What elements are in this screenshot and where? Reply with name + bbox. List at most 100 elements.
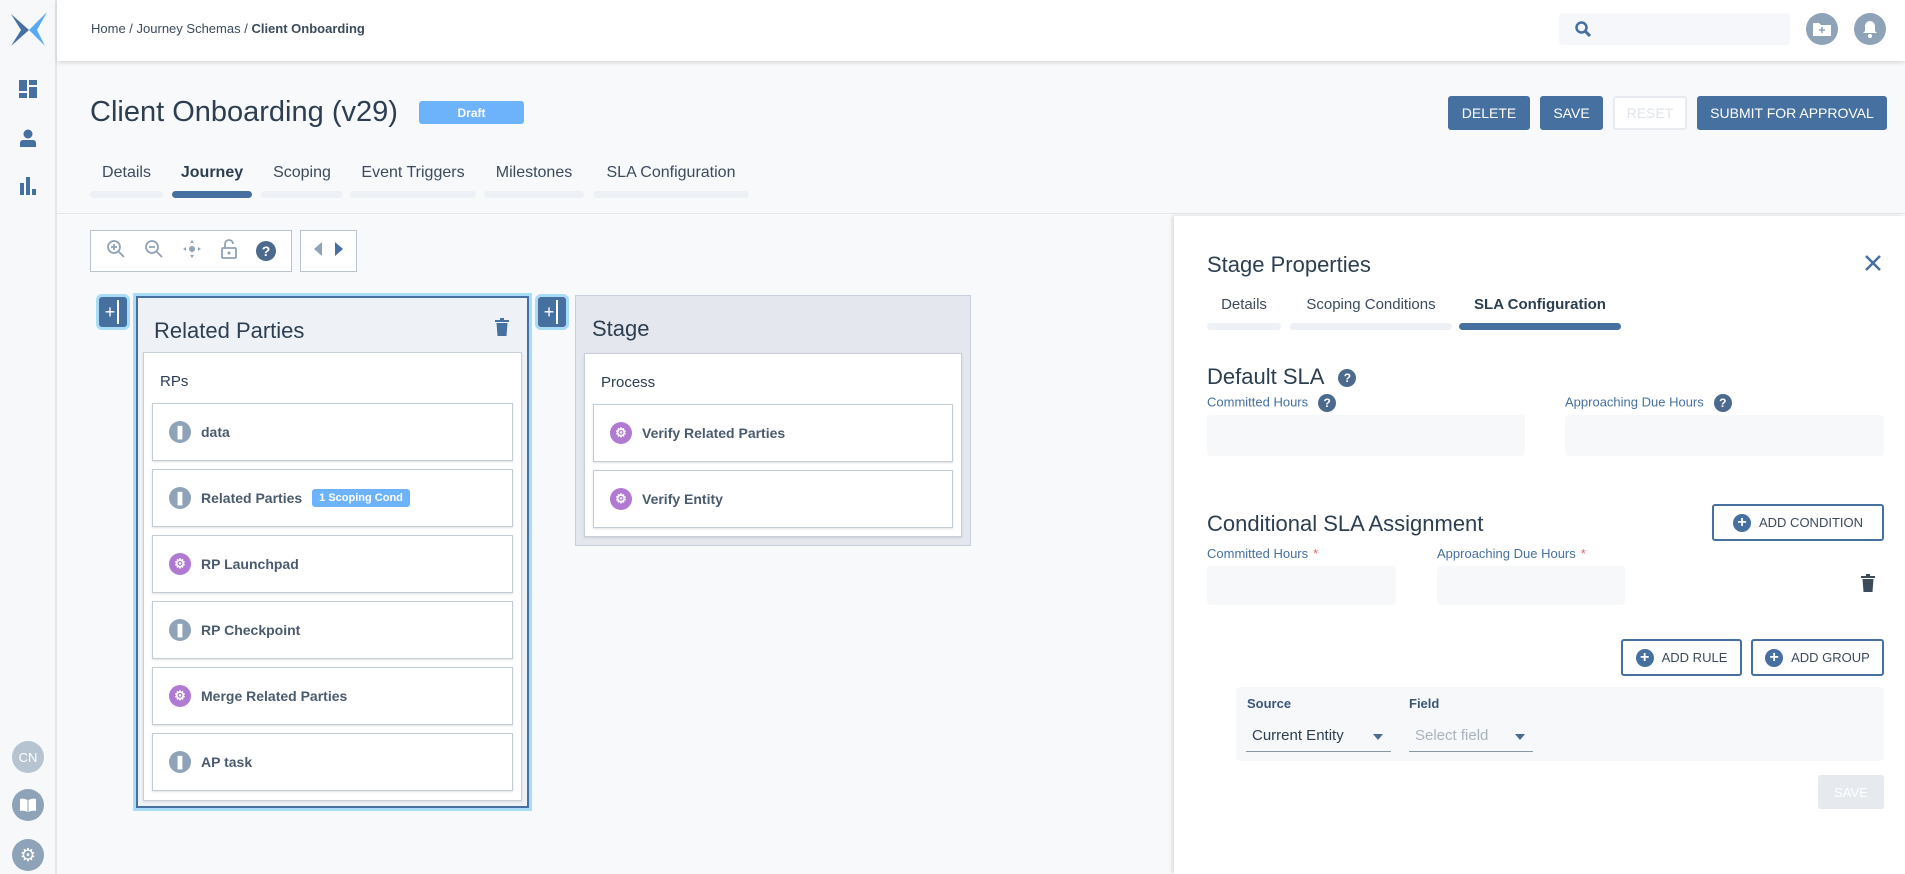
checkpoint-icon: ❚: [169, 487, 191, 509]
select-placeholder: Select field: [1415, 727, 1489, 744]
submit-for-approval-button[interactable]: SUBMIT FOR APPROVAL: [1697, 96, 1887, 130]
help-icon[interactable]: ?: [256, 241, 276, 261]
tab-sla-configuration[interactable]: SLA Configuration: [593, 164, 749, 198]
task-group-label: Process: [601, 374, 656, 391]
delete-button[interactable]: DELETE: [1448, 96, 1530, 130]
tab-label: Scoping Conditions: [1306, 296, 1436, 313]
folder-plus-icon[interactable]: [1806, 13, 1838, 45]
avatar[interactable]: CN: [12, 741, 44, 773]
tab-indicator: [1207, 323, 1281, 330]
task-item[interactable]: ❚ AP task: [152, 733, 513, 791]
task-item[interactable]: ❚ Related Parties 1 Scoping Cond: [152, 469, 513, 527]
search-icon: [1575, 21, 1591, 37]
task-label: RP Checkpoint: [201, 622, 301, 638]
tab-label: Journey: [180, 164, 244, 181]
trash-icon[interactable]: [495, 318, 509, 336]
tab-scoping[interactable]: Scoping: [261, 164, 343, 198]
fit-view-icon[interactable]: [182, 239, 202, 264]
help-icon[interactable]: ?: [1713, 394, 1732, 412]
breadcrumb-journey-schemas[interactable]: Journey Schemas: [136, 21, 241, 36]
canvas-nav: [300, 230, 357, 272]
default-sla-heading: Default SLA?: [1207, 364, 1357, 390]
stage-card[interactable]: Stage Process ⚙ Verify Related Parties ⚙ V…: [575, 295, 971, 546]
gear-icon: ⚙: [610, 488, 632, 510]
add-stage-after-button[interactable]: +: [538, 297, 566, 327]
dashboard-icon[interactable]: [14, 75, 42, 103]
plus-circle-icon: +: [1733, 513, 1751, 532]
help-icon[interactable]: ?: [1338, 369, 1357, 388]
help-icon[interactable]: ?: [1318, 394, 1337, 412]
breadcrumb-separator: /: [125, 21, 137, 36]
logo-icon[interactable]: [7, 8, 51, 52]
page-title: Client Onboarding (v29): [90, 96, 398, 128]
default-approaching-hours-input[interactable]: [1565, 415, 1884, 456]
required-mark: *: [1313, 546, 1319, 561]
arrow-right-icon[interactable]: [335, 241, 344, 261]
heading-text: Default SLA: [1207, 364, 1325, 389]
panel-tab-scoping-conditions[interactable]: Scoping Conditions: [1290, 296, 1452, 330]
search-input[interactable]: [1559, 13, 1790, 45]
save-button[interactable]: SAVE: [1540, 96, 1603, 130]
label-text: Committed Hours: [1207, 394, 1309, 410]
field-select[interactable]: Select field: [1409, 720, 1533, 752]
tab-label: Details: [102, 164, 151, 181]
task-item[interactable]: ⚙ Verify Entity: [593, 470, 953, 528]
conditional-sla-heading: Conditional SLA Assignment: [1207, 511, 1484, 536]
task-item[interactable]: ⚙ RP Launchpad: [152, 535, 513, 593]
reset-button[interactable]: RESET: [1613, 96, 1687, 130]
condition-approaching-hours-input[interactable]: [1437, 566, 1625, 605]
task-label: Verify Related Parties: [642, 425, 786, 441]
status-badge: Draft: [419, 101, 524, 124]
close-icon[interactable]: [1864, 254, 1882, 272]
button-label: ADD RULE: [1661, 650, 1728, 665]
add-condition-button[interactable]: + ADD CONDITION: [1712, 504, 1884, 541]
button-label: ADD CONDITION: [1759, 515, 1863, 530]
stage-title: Related Parties: [154, 318, 305, 343]
checkpoint-icon: ❚: [169, 421, 191, 443]
condition-save-button[interactable]: SAVE: [1818, 775, 1884, 809]
zoom-in-icon[interactable]: [106, 239, 126, 264]
tab-milestones[interactable]: Milestones: [484, 164, 584, 198]
lock-open-icon[interactable]: [220, 238, 238, 264]
breadcrumb-home[interactable]: Home: [91, 21, 126, 36]
committed-hours-label: Committed Hours *: [1207, 546, 1318, 561]
committed-hours-label: Committed Hours?: [1207, 394, 1337, 412]
default-committed-hours-input[interactable]: [1207, 415, 1525, 456]
add-rule-button[interactable]: + ADD RULE: [1621, 639, 1742, 676]
task-item[interactable]: ⚙ Merge Related Parties: [152, 667, 513, 725]
canvas-toolbar: ?: [90, 230, 292, 272]
tab-journey[interactable]: Journey: [172, 164, 252, 198]
task-item[interactable]: ❚ RP Checkpoint: [152, 601, 513, 659]
user-icon[interactable]: [14, 124, 42, 152]
add-group-button[interactable]: + ADD GROUP: [1751, 639, 1884, 676]
panel-title: Stage Properties: [1207, 252, 1371, 277]
panel-tab-sla-configuration[interactable]: SLA Configuration: [1459, 296, 1621, 330]
bell-icon[interactable]: [1854, 13, 1886, 45]
field-label: Field: [1409, 696, 1440, 711]
arrow-left-icon[interactable]: [313, 241, 322, 261]
book-icon[interactable]: [12, 789, 44, 821]
tab-indicator: [1459, 323, 1621, 330]
zoom-out-icon[interactable]: [144, 239, 164, 264]
tab-label: SLA Configuration: [606, 164, 736, 181]
tab-details[interactable]: Details: [90, 164, 163, 198]
breadcrumb-separator: /: [240, 21, 252, 36]
source-select[interactable]: Current Entity: [1246, 720, 1391, 752]
panel-tab-details[interactable]: Details: [1207, 296, 1281, 330]
task-label: AP task: [201, 754, 253, 770]
task-item[interactable]: ❚ data: [152, 403, 513, 461]
label-text: Approaching Due Hours: [1565, 394, 1704, 410]
source-label: Source: [1247, 696, 1292, 711]
bar-chart-icon[interactable]: [14, 172, 42, 200]
condition-committed-hours-input[interactable]: [1207, 566, 1396, 605]
sidebar: CN ⚙: [0, 0, 57, 874]
stage-card[interactable]: Related Parties RPs ❚ data ❚ Related Parti…: [136, 296, 529, 808]
trash-icon[interactable]: [1861, 574, 1875, 592]
tab-label: Details: [1221, 296, 1267, 313]
required-mark: *: [1580, 546, 1586, 561]
add-stage-before-button[interactable]: +: [99, 297, 127, 327]
task-item[interactable]: ⚙ Verify Related Parties: [593, 404, 953, 462]
gear-icon[interactable]: ⚙: [12, 839, 44, 871]
tab-event-triggers[interactable]: Event Triggers: [350, 164, 476, 198]
task-group: RPs ❚ data ❚ Related Parties 1 Scoping Cond…: [143, 352, 522, 801]
